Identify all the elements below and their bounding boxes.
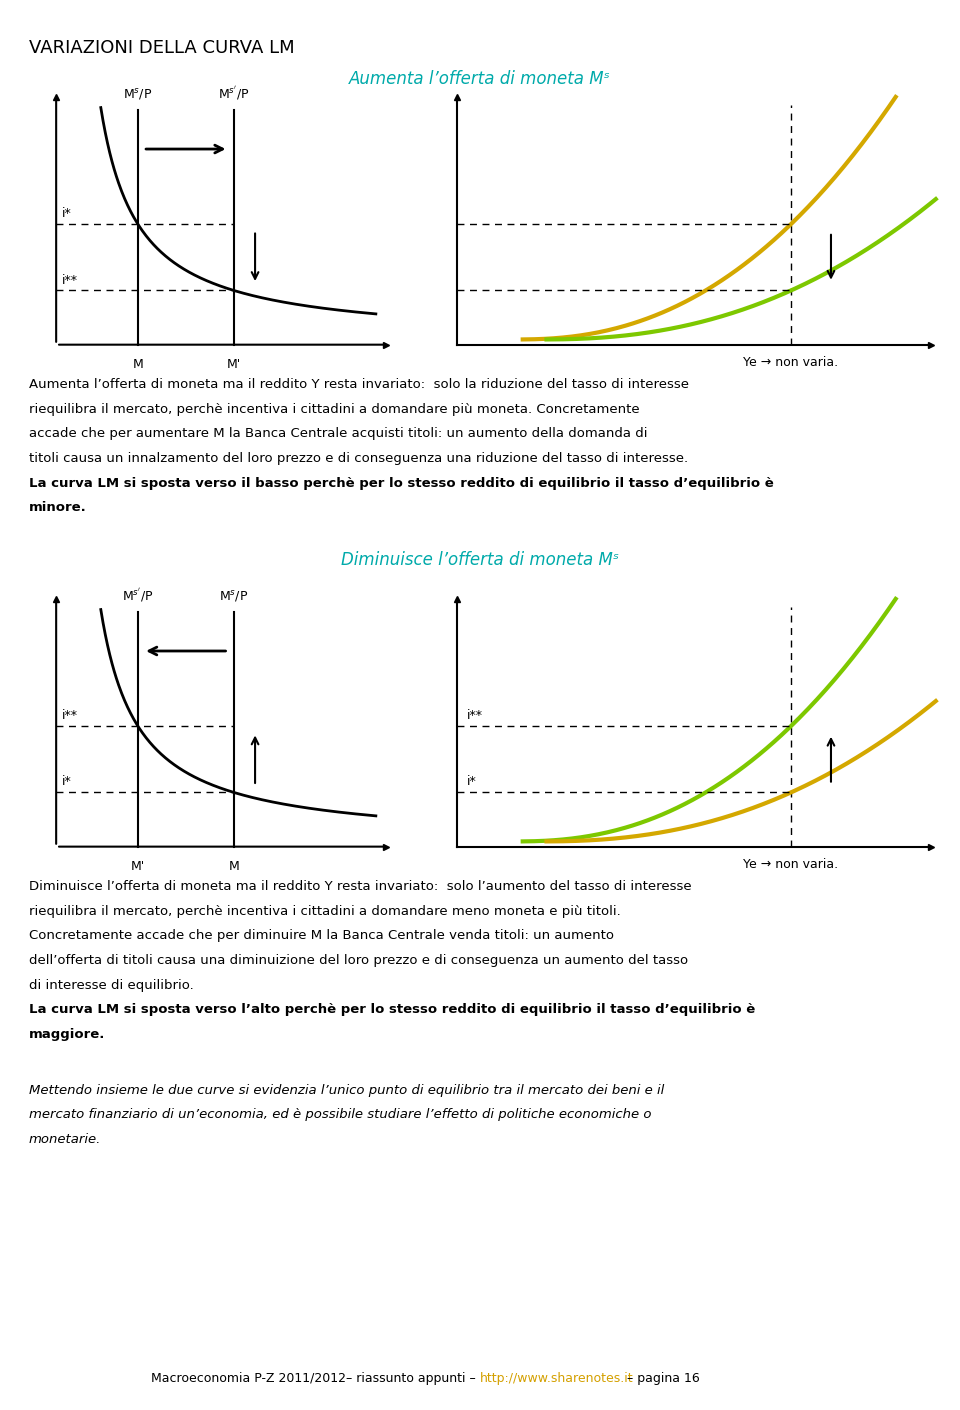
Text: M: M xyxy=(132,358,143,371)
Text: Ye → non varia.: Ye → non varia. xyxy=(743,859,839,871)
Text: Diminuisce l’offerta di moneta ma il reddito Y resta invariato:  solo l’aumento : Diminuisce l’offerta di moneta ma il red… xyxy=(29,880,691,893)
Text: M: M xyxy=(228,860,239,873)
Text: i*: i* xyxy=(61,207,71,220)
Text: Diminuisce l’offerta di moneta Mˢ: Diminuisce l’offerta di moneta Mˢ xyxy=(341,551,619,570)
Text: monetarie.: monetarie. xyxy=(29,1132,101,1146)
Text: Aumenta l’offerta di moneta ma il reddito Y resta invariato:  solo la riduzione : Aumenta l’offerta di moneta ma il reddit… xyxy=(29,378,688,391)
Text: Concretamente accade che per diminuire M la Banca Centrale venda titoli: un aume: Concretamente accade che per diminuire M… xyxy=(29,929,613,942)
Text: titoli causa un innalzamento del loro prezzo e di conseguenza una riduzione del : titoli causa un innalzamento del loro pr… xyxy=(29,451,688,465)
Text: i*: i* xyxy=(467,776,476,788)
Text: maggiore.: maggiore. xyxy=(29,1028,106,1041)
Text: minore.: minore. xyxy=(29,501,86,515)
Text: M': M' xyxy=(131,860,145,873)
Text: Aumenta l’offerta di moneta Mˢ: Aumenta l’offerta di moneta Mˢ xyxy=(349,70,611,89)
Text: i*: i* xyxy=(61,776,71,788)
Text: accade che per aumentare M la Banca Centrale acquisti titoli: un aumento della d: accade che per aumentare M la Banca Cent… xyxy=(29,427,647,440)
Text: VARIAZIONI DELLA CURVA LM: VARIAZIONI DELLA CURVA LM xyxy=(29,39,295,58)
Text: dell’offerta di titoli causa una diminuizione del loro prezzo e di conseguenza u: dell’offerta di titoli causa una diminui… xyxy=(29,953,688,967)
Text: Macroeconomia P-Z 2011/2012– riassunto appunti –: Macroeconomia P-Z 2011/2012– riassunto a… xyxy=(152,1372,480,1385)
Text: riequilibra il mercato, perchè incentiva i cittadini a domandare più moneta. Con: riequilibra il mercato, perchè incentiva… xyxy=(29,402,639,416)
Text: La curva LM si sposta verso l’alto perchè per lo stesso reddito di equilibrio il: La curva LM si sposta verso l’alto perch… xyxy=(29,1003,756,1017)
Text: M$^{s'}$/P: M$^{s'}$/P xyxy=(122,587,154,603)
Text: i**: i** xyxy=(467,709,483,722)
Text: M$^s$/P: M$^s$/P xyxy=(219,589,249,603)
Text: – pagina 16: – pagina 16 xyxy=(623,1372,700,1385)
Text: Ye → non varia.: Ye → non varia. xyxy=(743,357,839,369)
Text: riequilibra il mercato, perchè incentiva i cittadini a domandare meno moneta e p: riequilibra il mercato, perchè incentiva… xyxy=(29,904,620,918)
Text: i**: i** xyxy=(61,274,78,286)
Text: http://www.sharenotes.it: http://www.sharenotes.it xyxy=(480,1372,634,1385)
Text: M': M' xyxy=(227,358,241,371)
Text: i**: i** xyxy=(61,709,78,722)
Text: M$^{s'}$/P: M$^{s'}$/P xyxy=(218,85,250,102)
Text: Mettendo insieme le due curve si evidenzia l’unico punto di equilibrio tra il me: Mettendo insieme le due curve si evidenz… xyxy=(29,1083,664,1097)
Text: di interesse di equilibrio.: di interesse di equilibrio. xyxy=(29,979,194,991)
Text: La curva LM si sposta verso il basso perchè per lo stesso reddito di equilibrio : La curva LM si sposta verso il basso per… xyxy=(29,477,774,489)
Text: mercato finanziario di un’economia, ed è possibile studiare l’effetto di politic: mercato finanziario di un’economia, ed è… xyxy=(29,1108,651,1121)
Text: M$^s$/P: M$^s$/P xyxy=(123,87,153,102)
